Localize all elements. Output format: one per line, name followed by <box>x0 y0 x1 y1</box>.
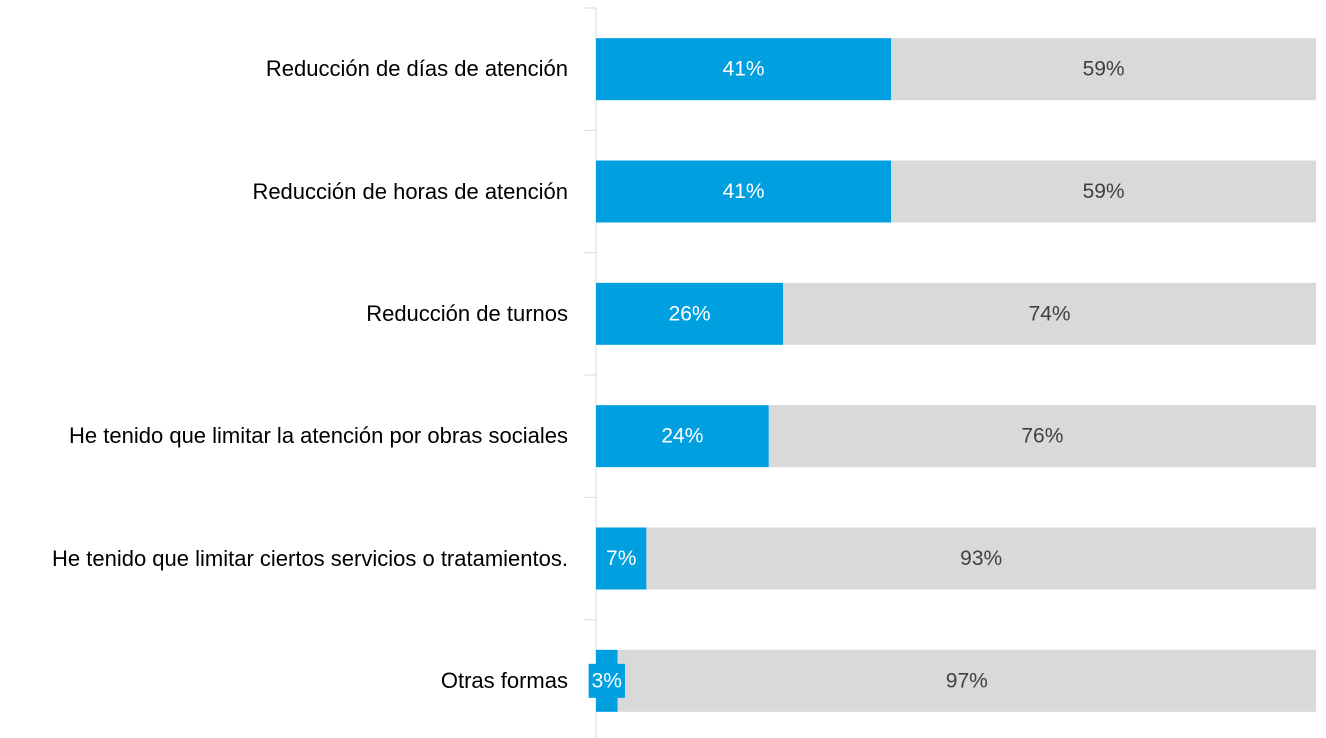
data-label: 97% <box>946 669 988 692</box>
data-label: 59% <box>1083 180 1125 203</box>
data-label: 74% <box>1029 302 1071 325</box>
data-label-box <box>588 663 625 698</box>
data-label: 76% <box>1021 425 1063 448</box>
category-label: He tenido que limitar ciertos servicios … <box>52 545 568 571</box>
data-label: 93% <box>960 547 1002 570</box>
category-label: Reducción de turnos <box>366 300 568 326</box>
bar-segment <box>617 649 1316 712</box>
data-label: 41% <box>723 180 765 203</box>
data-label-box <box>719 52 768 87</box>
data-label: 41% <box>723 58 765 81</box>
bar-segment <box>768 405 1316 468</box>
bar-segment <box>891 160 1316 223</box>
data-label: 26% <box>669 302 711 325</box>
data-label: 7% <box>606 547 636 570</box>
bar-segment <box>891 38 1316 101</box>
data-label-box <box>658 419 707 454</box>
data-label: 3% <box>592 669 622 692</box>
data-label-box <box>719 174 768 209</box>
data-label: 24% <box>661 425 703 448</box>
category-label: Reducción de días de atención <box>265 56 568 82</box>
category-label: He tenido que limitar la atención por ob… <box>69 423 568 449</box>
data-label: 59% <box>1083 58 1125 81</box>
category-label: Otras formas <box>440 667 568 693</box>
data-label-box <box>603 541 640 576</box>
category-label: Reducción de horas de atención <box>252 178 568 204</box>
bar-segment <box>783 282 1316 345</box>
bar-segment <box>646 527 1316 590</box>
data-label-box <box>665 296 714 331</box>
